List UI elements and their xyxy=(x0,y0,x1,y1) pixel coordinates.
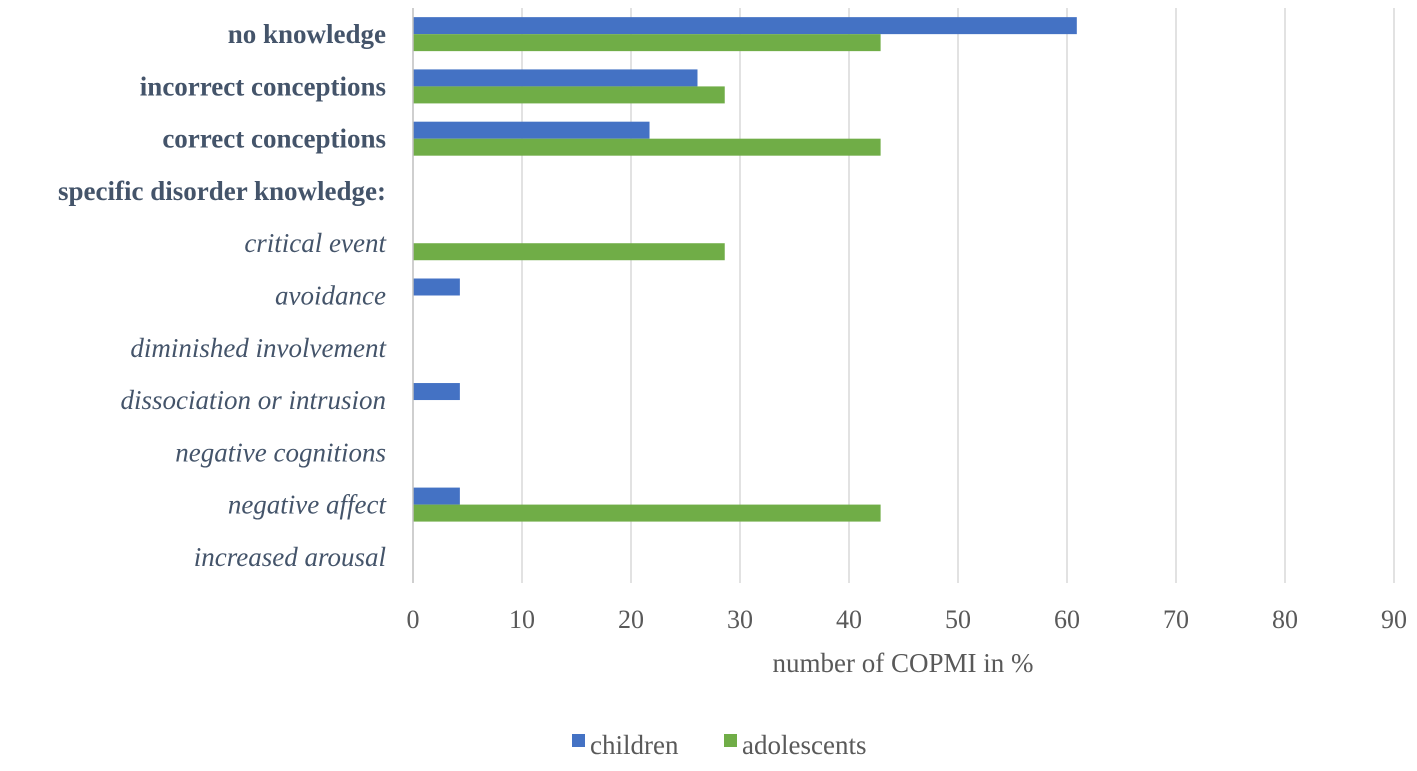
category-label: diminished involvement xyxy=(130,333,387,363)
category-label: correct conceptions xyxy=(162,124,386,154)
category-label: increased arousal xyxy=(194,542,386,572)
category-label: negative affect xyxy=(228,490,388,520)
x-tick-label: 70 xyxy=(1163,605,1189,634)
bar-children xyxy=(413,487,460,505)
bar-adolescents xyxy=(413,504,881,522)
x-tick-label: 10 xyxy=(509,605,535,634)
x-tick-labels: 0 10 20 30 40 50 60 70 80 90 xyxy=(407,605,1408,634)
category-label: critical event xyxy=(244,228,387,258)
category-label: negative cognitions xyxy=(175,437,386,467)
bar-adolescents xyxy=(413,138,881,156)
bar-children xyxy=(413,383,460,401)
legend-label-children: children xyxy=(590,730,679,760)
x-tick-label: 80 xyxy=(1272,605,1298,634)
legend-swatch-adolescents xyxy=(724,734,737,747)
bar-adolescents xyxy=(413,243,725,261)
bar-children xyxy=(413,17,1077,35)
legend: children adolescents xyxy=(572,730,866,760)
x-tick-label: 60 xyxy=(1054,605,1080,634)
legend-label-adolescents: adolescents xyxy=(742,730,866,760)
bar-children xyxy=(413,121,650,139)
bars xyxy=(413,17,1077,522)
x-tick-label: 90 xyxy=(1381,605,1407,634)
x-tick-label: 0 xyxy=(407,605,420,634)
bar-children xyxy=(413,69,698,87)
category-label: avoidance xyxy=(275,281,386,311)
category-label: specific disorder knowledge: xyxy=(58,176,386,206)
x-tick-label: 20 xyxy=(618,605,644,634)
x-tick-label: 30 xyxy=(727,605,753,634)
bar-adolescents xyxy=(413,34,881,52)
category-label: incorrect conceptions xyxy=(140,71,386,101)
category-label: no knowledge xyxy=(228,19,386,49)
category-label: dissociation or intrusion xyxy=(120,385,386,415)
legend-swatch-children xyxy=(572,734,585,747)
category-labels: no knowledge incorrect conceptions correct… xyxy=(58,19,387,572)
bar-adolescents xyxy=(413,86,725,104)
x-tick-label: 40 xyxy=(836,605,862,634)
x-axis-title: number of COPMI in % xyxy=(773,648,1034,678)
gridlines xyxy=(521,8,1395,583)
bar-children xyxy=(413,278,460,296)
x-tick-label: 50 xyxy=(945,605,971,634)
